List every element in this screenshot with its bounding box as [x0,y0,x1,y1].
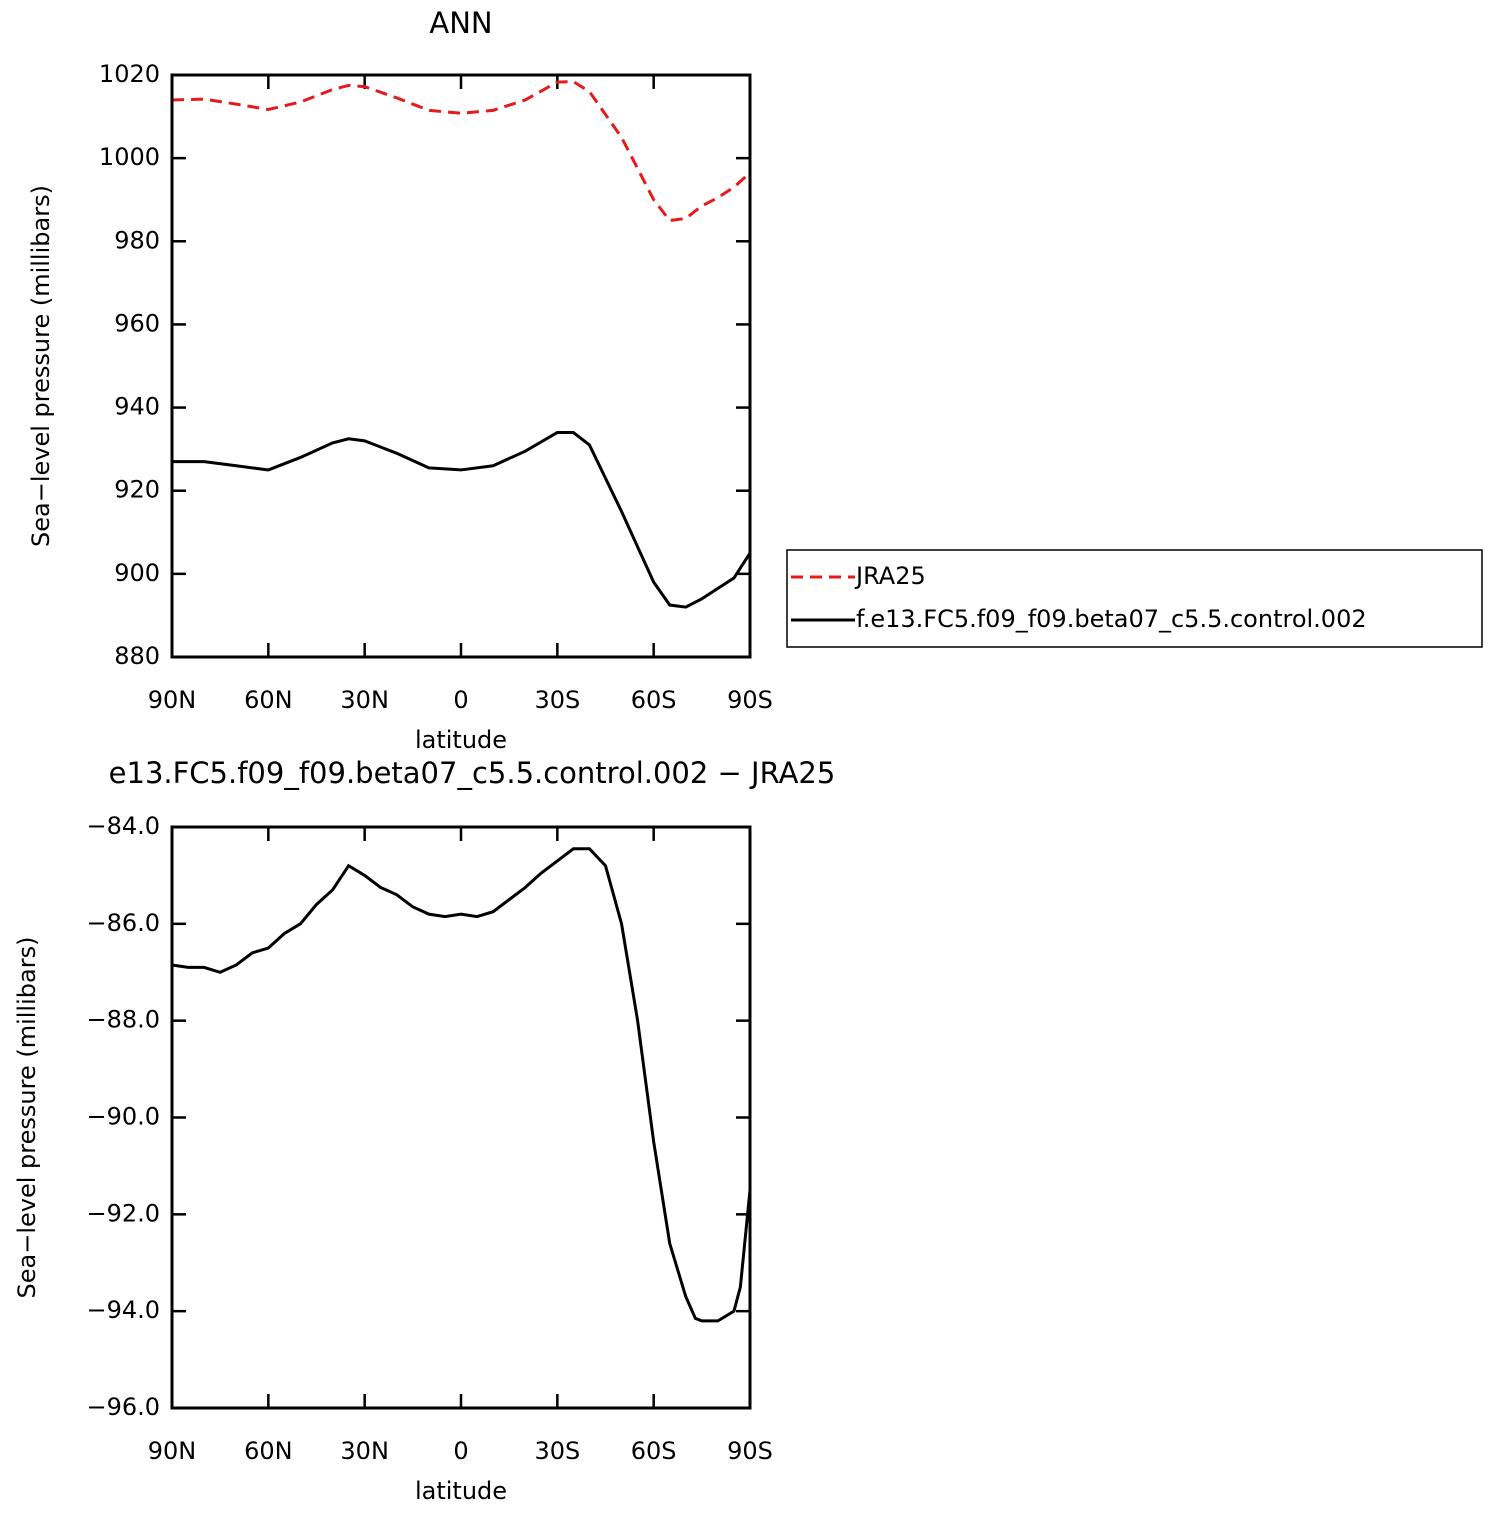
data-line [171,847,752,1323]
y-axis-label: Sea−level pressure (millibars) [13,937,41,1299]
y-tick-label: 880 [114,642,160,670]
data-line [171,80,752,223]
plot-frame [170,825,752,1410]
x-tick-label: 30S [534,686,580,714]
y-tick-label: −86.0 [86,909,160,937]
x-axis-label: latitude [415,1477,507,1505]
x-tick-label: 30N [340,1437,389,1465]
y-tick-label: −92.0 [86,1199,160,1227]
x-tick-label: 0 [453,686,468,714]
x-tick-label: 90N [148,1437,197,1465]
x-tick-label: 60N [244,686,293,714]
x-tick-label: 30N [340,686,389,714]
y-tick-label: 900 [114,559,160,587]
y-axis-label: Sea−level pressure (millibars) [27,185,55,547]
y-tick-label: 1020 [99,60,160,88]
y-tick-label: −90.0 [86,1103,160,1131]
y-tick-label: 1000 [99,143,160,171]
x-tick-label: 0 [453,1437,468,1465]
y-tick-label: 980 [114,226,160,254]
legend-label: f.e13.FC5.f09_f09.beta07_c5.5.control.00… [856,605,1367,633]
x-tick-label: 90S [727,1437,773,1465]
y-tick-label: −88.0 [86,1006,160,1034]
data-line [172,431,752,609]
chart-title: ANN [429,6,492,40]
x-tick-label: 60S [631,1437,677,1465]
y-tick-label: −96.0 [86,1393,160,1421]
y-tick-label: 960 [114,309,160,337]
x-axis-label: latitude [415,726,507,754]
plot-frame [170,73,752,659]
x-tick-label: 60S [631,686,677,714]
x-tick-label: 30S [534,1437,580,1465]
y-tick-label: −84.0 [86,812,160,840]
y-tick-label: 920 [114,476,160,504]
legend-label: JRA25 [854,562,926,590]
y-tick-label: −94.0 [86,1296,160,1324]
x-tick-label: 60N [244,1437,293,1465]
legend-box [786,549,1483,648]
chart-title: e13.FC5.f09_f09.beta07_c5.5.control.002 … [109,756,836,790]
y-tick-label: 940 [114,393,160,421]
x-tick-label: 90N [148,686,197,714]
x-tick-label: 90S [727,686,773,714]
